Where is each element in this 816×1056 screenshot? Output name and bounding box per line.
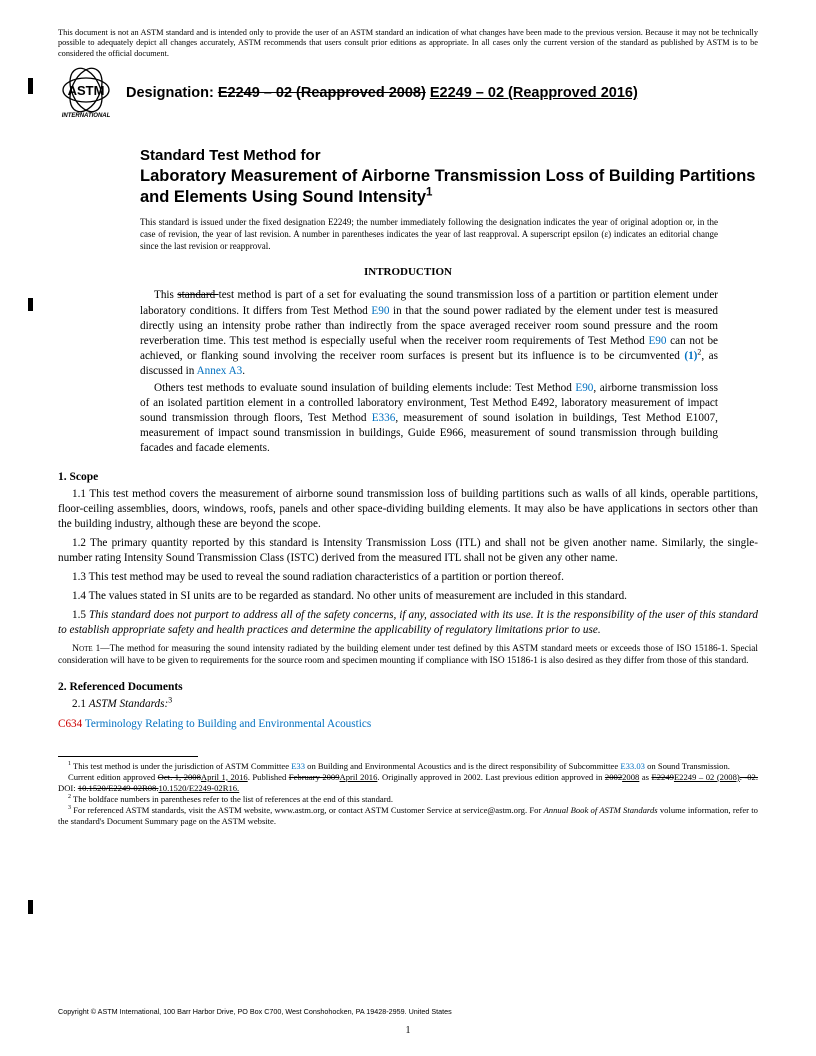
fn-s1: Oct. 1, 2008 (158, 772, 201, 782)
fn-u5: 10.1520/E2249-02R16. (159, 783, 240, 793)
fn-s3: 2002 (605, 772, 622, 782)
scope-body: 1.1 This test method covers the measurem… (58, 487, 758, 668)
fn-mid2: . Originally approved in 2002. Last prev… (377, 772, 605, 782)
link-e33[interactable]: E33 (291, 761, 305, 771)
change-bar (28, 298, 33, 311)
page-number: 1 (0, 1025, 816, 1036)
fn3-a: For referenced ASTM standards, visit the… (71, 805, 544, 815)
scope-1-3: 1.3 This test method may be used to reve… (58, 570, 758, 585)
astm-logo: ASTM INTERNATIONAL (58, 67, 114, 119)
refdocs-2-1: 2.1 ASTM Standards:3 (58, 697, 758, 712)
note-label: Note (72, 643, 93, 654)
refdocs-heading: 2. Referenced Documents (58, 681, 758, 693)
title-block: Standard Test Method for Laboratory Meas… (140, 147, 758, 207)
fn-u4: E2249 – 02 (2008) (674, 772, 740, 782)
footnote-1b: Current edition approved Oct. 1, 2008Apr… (58, 772, 758, 794)
svg-text:ASTM: ASTM (68, 83, 105, 98)
link-c634-title[interactable]: Terminology Relating to Building and Env… (82, 718, 371, 730)
svg-text:INTERNATIONAL: INTERNATIONAL (62, 113, 111, 119)
fn-mid: . Published (248, 772, 289, 782)
footnote-2: 2 The boldface numbers in parentheses re… (58, 794, 758, 805)
link-e90-3[interactable]: E90 (575, 382, 593, 394)
designation-old: E2249 – 02 (Reapproved 2008) (218, 85, 426, 101)
title-sup: 1 (426, 186, 432, 198)
footnote-1: 1 This test method is under the jurisdic… (58, 761, 758, 772)
scope-1-5-text: This standard does not purport to addres… (58, 609, 758, 636)
fn-u3: 2008 (622, 772, 639, 782)
ref-1[interactable]: (1) (684, 350, 697, 362)
title-main-text: Laboratory Measurement of Airborne Trans… (140, 167, 755, 206)
designation-new: E2249 – 02 (Reapproved 2016) (430, 85, 638, 101)
fn3-b: Annual Book of ASTM Standards (544, 805, 658, 815)
fn2-text: The boldface numbers in parentheses refe… (71, 794, 393, 804)
copyright: Copyright © ASTM International, 100 Barr… (58, 1007, 452, 1016)
scope-1-5-num: 1.5 (72, 609, 89, 621)
change-bar (28, 900, 33, 914)
fn-u1: April 1, 2016 (201, 772, 248, 782)
refdocs-sup: 3 (168, 696, 172, 705)
footnotes: 1 This test method is under the jurisdic… (58, 757, 758, 828)
title-pre: Standard Test Method for (140, 147, 758, 164)
fn-s4: E2249 (652, 772, 674, 782)
intro-p1a: This (154, 289, 177, 301)
link-e90-2[interactable]: E90 (648, 335, 666, 347)
refdocs-c634: C634 Terminology Relating to Building an… (58, 717, 758, 732)
fn-s6: 10.1520/E2249-02R08. (78, 783, 159, 793)
intro-body: This standard test method is part of a s… (140, 288, 718, 456)
refdocs-num: 2.1 (72, 698, 89, 710)
link-c634[interactable]: C634 (58, 718, 82, 730)
fn-u2: April 2016 (340, 772, 378, 782)
link-e336[interactable]: E336 (372, 412, 396, 424)
fn1-c: on Sound Transmission. (645, 761, 730, 771)
note-1-text: 1—The method for measuring the sound int… (58, 644, 758, 667)
link-e90[interactable]: E90 (371, 305, 389, 317)
intro-period: . (242, 365, 245, 377)
footnote-3: 3 For referenced ASTM standards, visit t… (58, 805, 758, 827)
header: ASTM INTERNATIONAL Designation: E2249 – … (58, 67, 758, 119)
fn-as: as (639, 772, 651, 782)
link-e3303[interactable]: E33.03 (620, 761, 645, 771)
fn1-a: This test method is under the jurisdicti… (71, 761, 291, 771)
designation: Designation: E2249 – 02 (Reapproved 2008… (126, 85, 638, 101)
scope-1-5: 1.5 This standard does not purport to ad… (58, 608, 758, 638)
note-1: Note 1—The method for measuring the soun… (58, 643, 758, 668)
fn-edition-pre: Current edition approved (68, 772, 158, 782)
intro-heading: INTRODUCTION (58, 266, 758, 278)
issued-note: This standard is issued under the fixed … (140, 217, 718, 252)
fn-doi: DOI: (58, 783, 78, 793)
refdocs-body: 2.1 ASTM Standards:3 C634 Terminology Re… (58, 697, 758, 731)
scope-1-2: 1.2 The primary quantity reported by thi… (58, 536, 758, 566)
fn-s2: February 2009 (289, 772, 340, 782)
fn-s5: . -02. (740, 772, 758, 782)
change-bar (28, 78, 33, 94)
intro-p2a: Others test methods to evaluate sound in… (154, 382, 575, 394)
link-annex-a3[interactable]: Annex A3 (197, 365, 243, 377)
scope-1-1: 1.1 This test method covers the measurem… (58, 487, 758, 532)
fn1-b: on Building and Environmental Acoustics … (305, 761, 620, 771)
scope-1-4: 1.4 The values stated in SI units are to… (58, 589, 758, 604)
scope-heading: 1. Scope (58, 471, 758, 483)
refdocs-label: ASTM Standards: (89, 698, 168, 710)
title-main: Laboratory Measurement of Airborne Trans… (140, 166, 758, 207)
page: This document is not an ASTM standard an… (0, 0, 816, 1056)
disclaimer-text: This document is not an ASTM standard an… (58, 28, 758, 59)
intro-strike: standard (177, 289, 218, 301)
designation-label: Designation: (126, 85, 218, 101)
